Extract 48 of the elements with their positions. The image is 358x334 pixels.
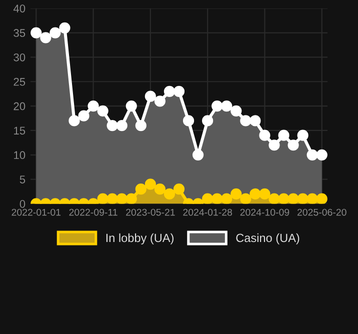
- x-tick-label: 2023-05-21: [126, 208, 175, 216]
- y-tick-label: 25: [14, 78, 26, 86]
- point: [164, 86, 176, 97]
- legend-label: Casino (UA): [236, 233, 300, 244]
- point: [316, 149, 328, 160]
- y-tick-label: 35: [14, 29, 26, 37]
- y-tick-label: 30: [14, 53, 26, 62]
- point: [126, 100, 137, 112]
- point: [135, 120, 146, 132]
- point: [259, 130, 270, 141]
- point: [212, 100, 223, 112]
- point: [306, 149, 318, 160]
- point: [230, 105, 242, 116]
- point: [278, 130, 290, 141]
- point: [288, 140, 299, 151]
- point: [173, 86, 185, 97]
- point: [192, 149, 204, 160]
- point: [182, 115, 194, 126]
- point: [97, 105, 108, 116]
- legend-label: In lobby (UA): [106, 233, 174, 244]
- y-tick-label: 20: [14, 102, 26, 110]
- point: [50, 27, 61, 38]
- x-tick-label: 2025-06-20: [297, 208, 346, 216]
- y-tick-label: 40: [13, 4, 26, 12]
- point: [202, 115, 214, 126]
- point: [144, 90, 156, 102]
- point: [106, 120, 118, 132]
- x-tick-label: 2024-10-09: [240, 208, 290, 216]
- point: [250, 115, 261, 126]
- point: [240, 115, 252, 126]
- point: [88, 100, 99, 112]
- point: [40, 32, 52, 44]
- y-tick-label: 10: [14, 151, 26, 160]
- y-tick-label: 0: [20, 200, 26, 208]
- point: [268, 140, 280, 151]
- y-tick-label: 15: [14, 126, 26, 135]
- point: [30, 27, 42, 38]
- x-tick-label: 2022-09-11: [69, 208, 118, 216]
- point: [297, 130, 308, 141]
- point: [116, 120, 128, 132]
- x-tick-label: 2022-01-01: [12, 208, 61, 216]
- point: [59, 22, 70, 34]
- point: [154, 96, 166, 107]
- point: [78, 110, 90, 122]
- y-tick-label: 5: [20, 176, 26, 184]
- x-tick-label: 2024-01-28: [183, 208, 232, 216]
- point: [221, 100, 232, 112]
- point: [68, 115, 80, 126]
